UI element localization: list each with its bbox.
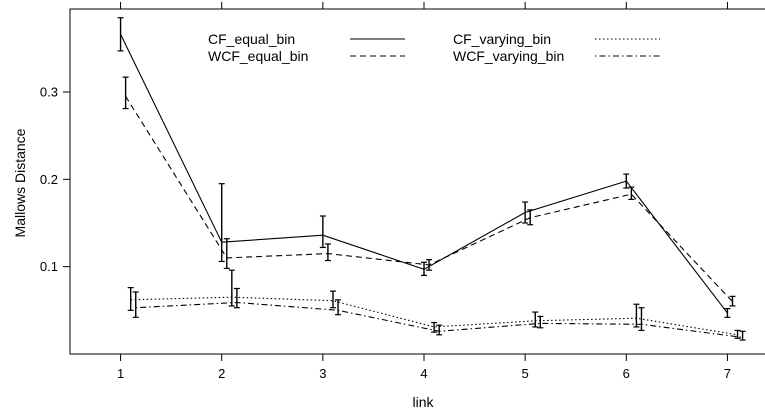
x-tick-label: 1 <box>117 366 124 381</box>
series-WCF_equal_bin <box>122 76 736 307</box>
x-tick-label: 4 <box>420 366 427 381</box>
legend-label: CF_varying_bin <box>453 31 551 47</box>
x-tick-label: 6 <box>623 366 630 381</box>
series-line <box>125 96 733 302</box>
legend-label: WCF_varying_bin <box>453 48 564 64</box>
plot-frame <box>69 8 765 355</box>
x-tick-label: 5 <box>522 366 529 381</box>
series-layer <box>117 17 746 341</box>
y-axis: 0.1 0.2 0.3 <box>40 84 70 274</box>
legend-label: WCF_equal_bin <box>208 48 308 64</box>
y-tick-label: 0.1 <box>40 259 58 274</box>
series-CF_varying_bin <box>127 269 741 339</box>
x-axis-label: link <box>412 394 434 410</box>
series-WCF_varying_bin <box>132 287 746 341</box>
plot-border <box>69 8 765 355</box>
y-axis-label: Mallows Distance <box>12 128 28 237</box>
legend-label: CF_equal_bin <box>208 31 295 47</box>
x-tick-label: 3 <box>319 366 326 381</box>
x-tick-label: 7 <box>724 366 731 381</box>
y-tick-label: 0.2 <box>40 172 58 187</box>
series-CF_equal_bin <box>117 17 731 318</box>
x-tick-label: 2 <box>218 366 225 381</box>
y-tick-label: 0.3 <box>40 84 58 99</box>
x-axis: 1 2 3 4 5 6 7 <box>117 2 731 381</box>
